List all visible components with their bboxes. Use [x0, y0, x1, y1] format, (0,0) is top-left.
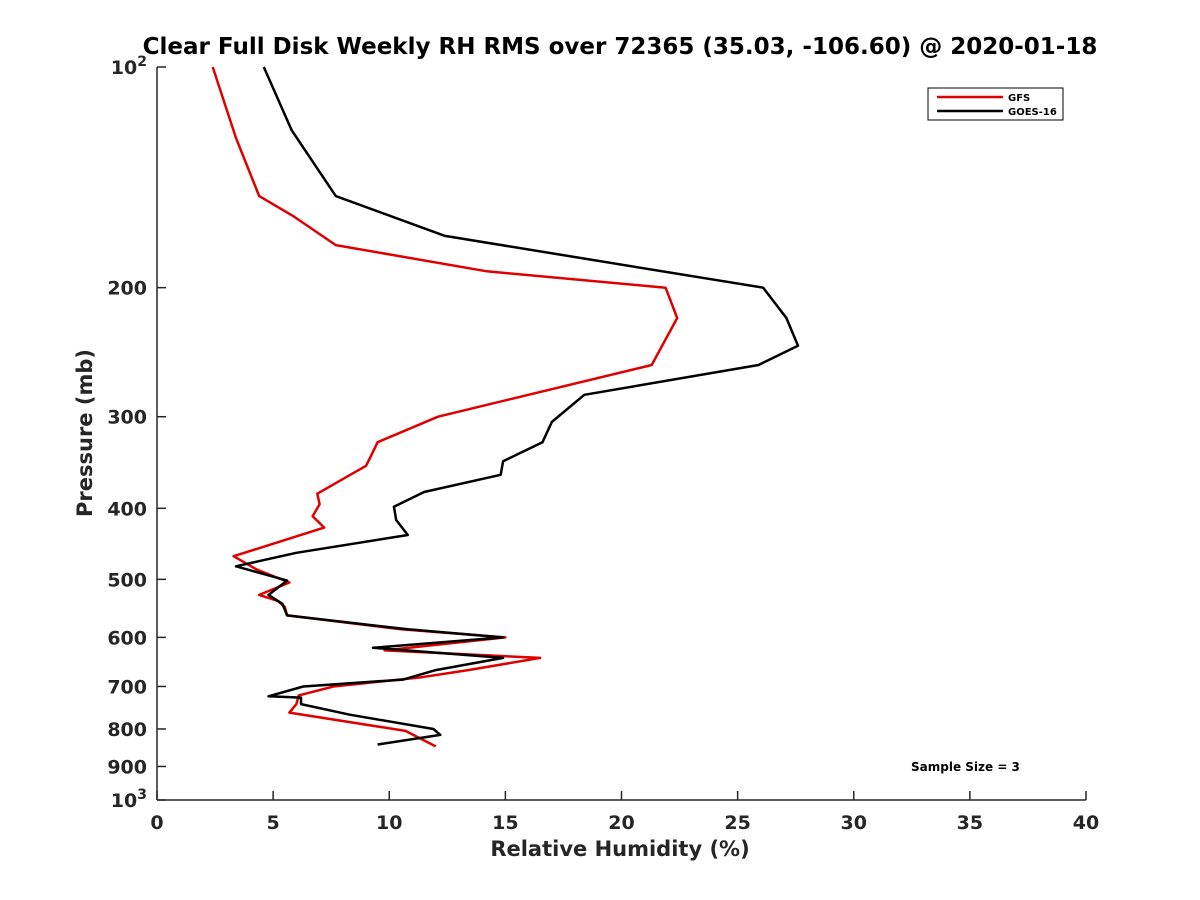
x-tick-label-2: 10: [376, 812, 402, 834]
legend-label-gfs: GFS: [1008, 93, 1030, 104]
legend: GFS GOES-16: [927, 87, 1064, 121]
series-layer: [211, 66, 800, 748]
x-tick-label-6: 30: [841, 812, 867, 834]
legend-label-goes16: GOES-16: [1008, 107, 1057, 118]
y-tick-label-0: 102: [111, 54, 147, 79]
sample-size-annotation: Sample Size = 3: [911, 760, 1020, 774]
y-tick-label-9: 103: [111, 787, 147, 812]
x-tick-label-3: 15: [492, 812, 518, 834]
y-tick-label-1: 200: [107, 278, 147, 300]
x-tick-label-4: 20: [608, 812, 634, 834]
y-tick-label-7: 800: [107, 719, 147, 741]
x-tick-label-7: 35: [957, 812, 983, 834]
x-tick-label-8: 40: [1073, 812, 1099, 834]
series-line-gfs: [211, 66, 679, 748]
y-tick-label-3: 400: [107, 498, 147, 520]
x-ticks: 0 5 10 15 20 25 30 35 40: [150, 791, 1099, 834]
y-tick-label-4: 500: [107, 569, 147, 591]
series-line-goes-16: [234, 66, 800, 746]
x-tick-label-0: 0: [150, 812, 163, 834]
x-tick-label-5: 25: [724, 812, 750, 834]
y-axis-label: Pressure (mb): [73, 349, 97, 517]
y-ticks: 102 200 300 400 500 600 700 800 900 103: [107, 54, 166, 812]
y-tick-label-2: 300: [107, 407, 147, 429]
legend-box: [927, 87, 1064, 121]
y-tick-label-8: 900: [107, 756, 147, 778]
x-tick-label-1: 5: [267, 812, 280, 834]
y-tick-label-5: 600: [107, 627, 147, 649]
y-tick-label-6: 700: [107, 676, 147, 698]
chart-title: Clear Full Disk Weekly RH RMS over 72365…: [143, 34, 1098, 60]
x-axis-label: Relative Humidity (%): [490, 837, 749, 861]
